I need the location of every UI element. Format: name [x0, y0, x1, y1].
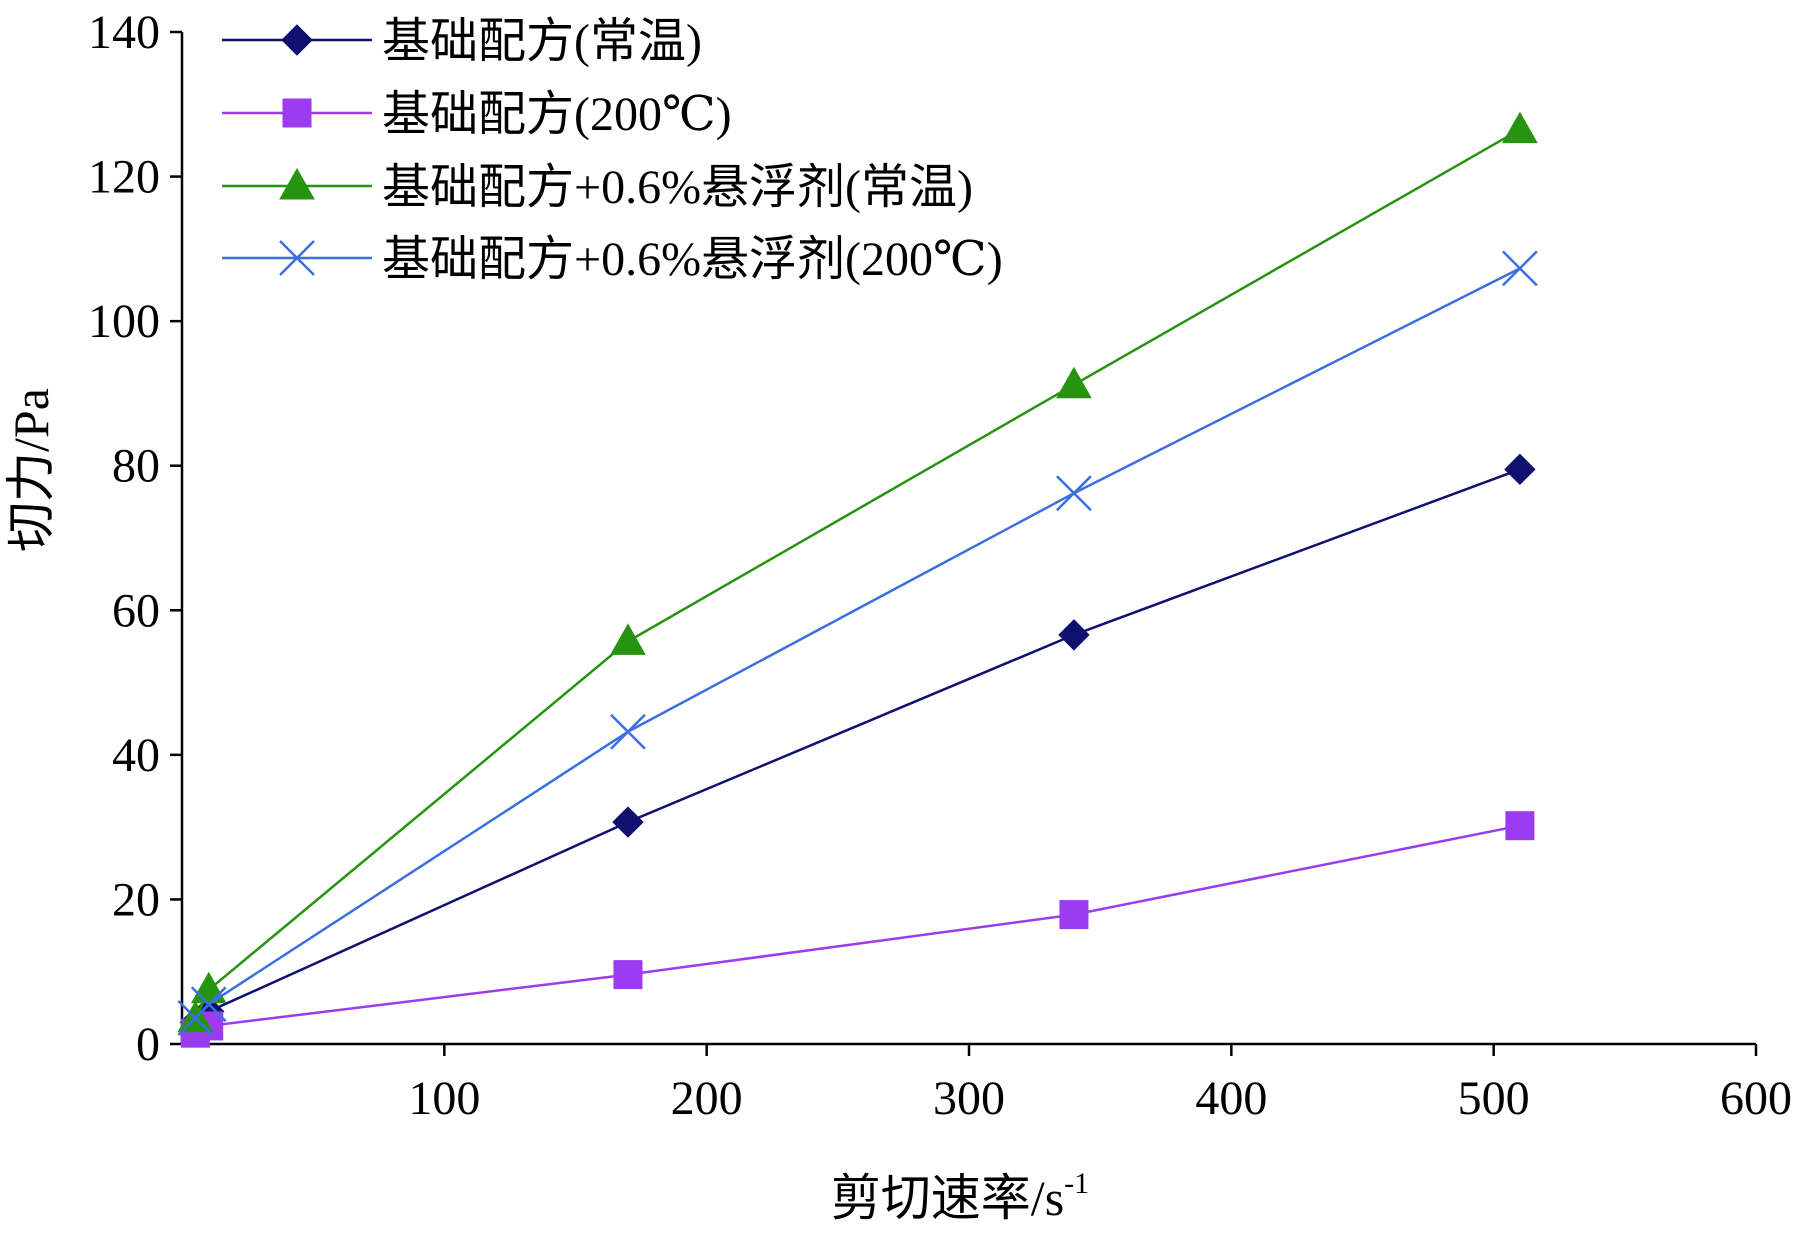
- data-point: [610, 623, 646, 655]
- y-axis-title: 切力/Pa: [3, 388, 59, 552]
- legend-item: 基础配方+0.6%悬浮剂(200℃): [222, 233, 1003, 286]
- y-tick-label: 140: [88, 6, 160, 59]
- x-tick-label: 400: [1195, 1072, 1267, 1125]
- plot-area: [177, 111, 1538, 1048]
- series-line: [194, 468, 1521, 1024]
- data-point: [1502, 111, 1538, 144]
- series-line: [194, 824, 1521, 1035]
- data-point: [1056, 475, 1092, 512]
- data-point: [1502, 250, 1538, 287]
- x-tick-label: 100: [408, 1072, 480, 1125]
- series-2: [180, 811, 1535, 1048]
- legend-label: 基础配方(常温): [382, 15, 702, 68]
- y-tick-label: 60: [112, 584, 160, 637]
- data-point: [1058, 619, 1090, 651]
- x-tick-label: 600: [1720, 1072, 1792, 1125]
- x-tick-label: 300: [933, 1072, 1005, 1125]
- legend: 基础配方(常温) 基础配方(200℃) 基础配方+0.6%悬浮剂(常温) 基础配方+0…: [222, 15, 1003, 286]
- data-point: [1056, 366, 1092, 399]
- y-tick-label: 40: [112, 729, 160, 782]
- x-axis-title: 剪切速率/s-1: [831, 1167, 1089, 1226]
- data-point: [610, 713, 646, 750]
- x-tick-label: 200: [671, 1072, 743, 1125]
- y-tick-label: 120: [88, 151, 160, 204]
- axes: 0 20 40 60 80 100 120 140 100 200 300 400 500 600: [88, 6, 1792, 1125]
- x-axis-title-superscript: -1: [1064, 1167, 1089, 1200]
- x-tick-label: 500: [1458, 1072, 1530, 1125]
- x-axis-title-text: 剪切速率/s: [831, 1170, 1064, 1226]
- legend-item: 基础配方(常温): [222, 15, 702, 68]
- series-1: [179, 453, 1536, 1039]
- data-point: [1504, 453, 1536, 486]
- legend-marker: [282, 98, 312, 128]
- data-point: [190, 971, 227, 1004]
- y-tick-label: 0: [136, 1018, 160, 1071]
- data-point: [613, 960, 643, 990]
- axis-titles: 切力/Pa 剪切速率/s-1: [3, 388, 1089, 1226]
- y-tick-label: 80: [112, 440, 160, 493]
- series-line: [194, 267, 1521, 1019]
- legend-label: 基础配方+0.6%悬浮剂(200℃): [382, 233, 1003, 286]
- legend-item: 基础配方(200℃): [222, 88, 732, 141]
- y-tick-label: 100: [88, 295, 160, 348]
- series-4: [177, 250, 1538, 1036]
- legend-marker: [279, 240, 315, 276]
- legend-marker: [281, 24, 313, 56]
- legend-label: 基础配方+0.6%悬浮剂(常温): [382, 161, 973, 214]
- data-point: [1505, 811, 1535, 841]
- data-point: [1059, 900, 1089, 930]
- data-point: [612, 806, 644, 838]
- legend-item: 基础配方+0.6%悬浮剂(常温): [222, 161, 973, 214]
- data-point: [190, 986, 227, 1023]
- legend-marker: [279, 167, 315, 200]
- y-tick-label: 20: [112, 873, 160, 926]
- legend-label: 基础配方(200℃): [382, 88, 732, 141]
